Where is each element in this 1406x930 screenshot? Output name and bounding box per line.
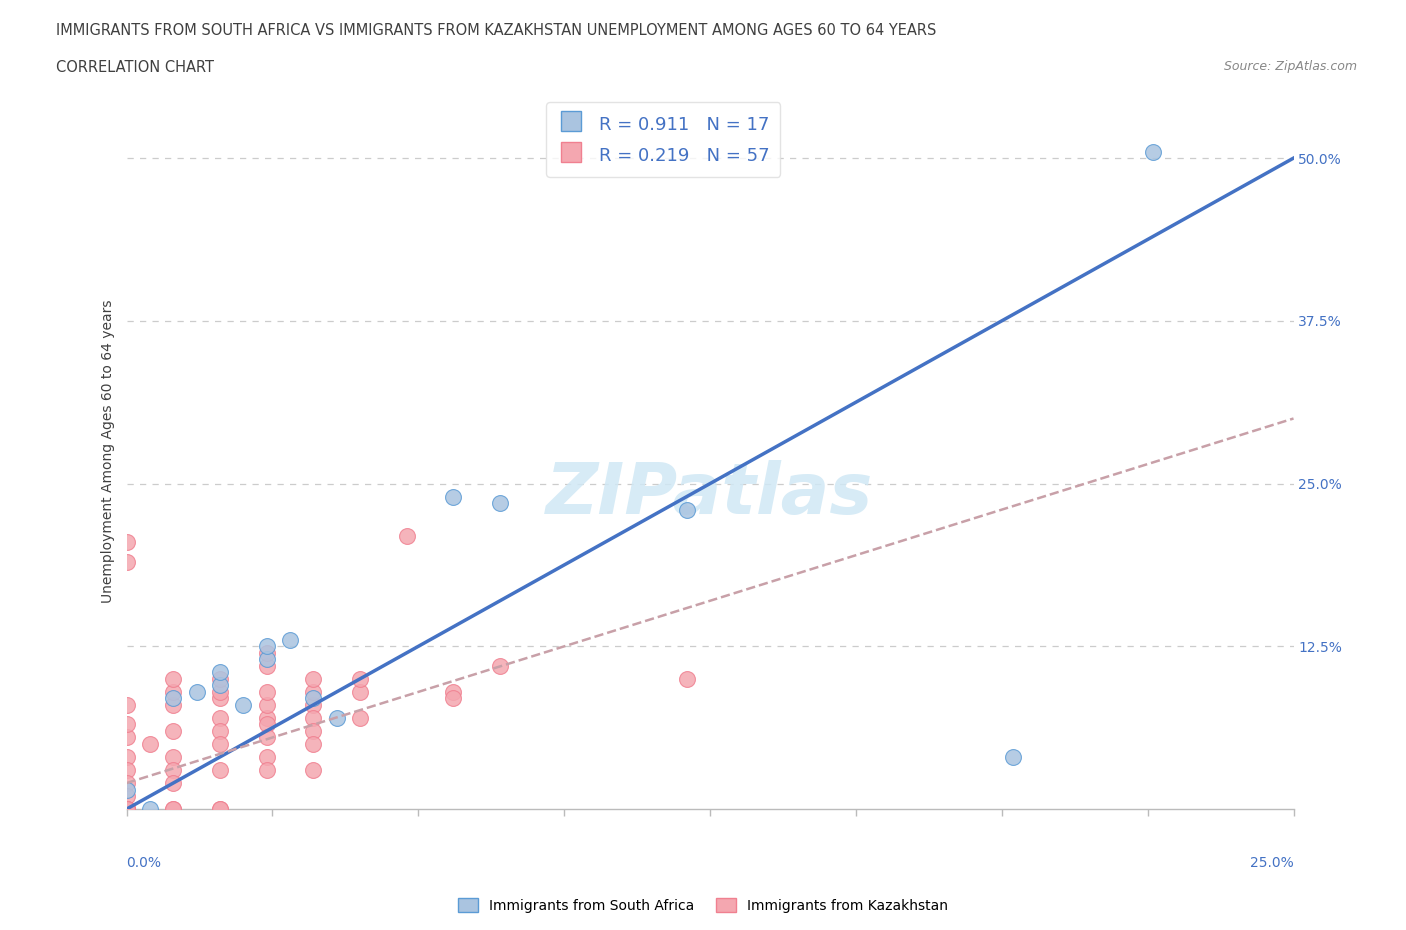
Point bbox=[162, 671, 184, 686]
Point bbox=[256, 730, 278, 745]
Point bbox=[115, 750, 138, 764]
Point bbox=[139, 802, 162, 817]
Point bbox=[256, 763, 278, 777]
Text: CORRELATION CHART: CORRELATION CHART bbox=[56, 60, 214, 75]
Text: 0.0%: 0.0% bbox=[127, 856, 162, 870]
Point bbox=[1002, 750, 1025, 764]
Point bbox=[302, 698, 325, 712]
Point bbox=[302, 691, 325, 706]
Point bbox=[489, 658, 512, 673]
Point bbox=[115, 782, 138, 797]
Point bbox=[162, 802, 184, 817]
Point bbox=[349, 671, 371, 686]
Point bbox=[162, 724, 184, 738]
Point bbox=[675, 671, 697, 686]
Text: 25.0%: 25.0% bbox=[1250, 856, 1294, 870]
Point bbox=[115, 763, 138, 777]
Point bbox=[1142, 144, 1164, 159]
Point bbox=[256, 652, 278, 667]
Point bbox=[302, 684, 325, 699]
Point bbox=[186, 684, 208, 699]
Point bbox=[115, 802, 138, 817]
Point bbox=[256, 711, 278, 725]
Point bbox=[115, 802, 138, 817]
Point bbox=[162, 802, 184, 817]
Point bbox=[302, 711, 325, 725]
Point bbox=[256, 645, 278, 660]
Text: IMMIGRANTS FROM SOUTH AFRICA VS IMMIGRANTS FROM KAZAKHSTAN UNEMPLOYMENT AMONG AG: IMMIGRANTS FROM SOUTH AFRICA VS IMMIGRAN… bbox=[56, 23, 936, 38]
Point bbox=[208, 763, 231, 777]
Point bbox=[256, 698, 278, 712]
Point bbox=[115, 717, 138, 732]
Point bbox=[232, 698, 254, 712]
Point bbox=[208, 684, 231, 699]
Point bbox=[441, 684, 464, 699]
Point bbox=[675, 502, 697, 517]
Point bbox=[256, 658, 278, 673]
Point bbox=[208, 802, 231, 817]
Point bbox=[302, 671, 325, 686]
Y-axis label: Unemployment Among Ages 60 to 64 years: Unemployment Among Ages 60 to 64 years bbox=[101, 299, 115, 603]
Point bbox=[256, 717, 278, 732]
Point bbox=[441, 691, 464, 706]
Point bbox=[441, 489, 464, 504]
Point bbox=[349, 684, 371, 699]
Point bbox=[162, 684, 184, 699]
Point bbox=[302, 763, 325, 777]
Point bbox=[256, 750, 278, 764]
Point bbox=[208, 678, 231, 693]
Point bbox=[115, 730, 138, 745]
Point bbox=[256, 639, 278, 654]
Point bbox=[162, 763, 184, 777]
Point bbox=[208, 691, 231, 706]
Point bbox=[208, 671, 231, 686]
Point bbox=[162, 691, 184, 706]
Point bbox=[115, 554, 138, 569]
Legend: R = 0.911   N = 17, R = 0.219   N = 57: R = 0.911 N = 17, R = 0.219 N = 57 bbox=[547, 102, 780, 177]
Point bbox=[162, 750, 184, 764]
Point bbox=[349, 711, 371, 725]
Text: Source: ZipAtlas.com: Source: ZipAtlas.com bbox=[1223, 60, 1357, 73]
Point bbox=[115, 802, 138, 817]
Point bbox=[325, 711, 347, 725]
Point bbox=[115, 789, 138, 804]
Text: ZIPatlas: ZIPatlas bbox=[547, 459, 873, 528]
Point bbox=[208, 737, 231, 751]
Point bbox=[115, 802, 138, 817]
Point bbox=[395, 528, 418, 543]
Point bbox=[278, 632, 301, 647]
Point bbox=[302, 737, 325, 751]
Point bbox=[208, 711, 231, 725]
Point bbox=[489, 496, 512, 511]
Point bbox=[302, 724, 325, 738]
Point bbox=[162, 698, 184, 712]
Point bbox=[208, 665, 231, 680]
Point bbox=[115, 535, 138, 550]
Point bbox=[208, 802, 231, 817]
Point bbox=[115, 802, 138, 817]
Point bbox=[162, 776, 184, 790]
Legend: Immigrants from South Africa, Immigrants from Kazakhstan: Immigrants from South Africa, Immigrants… bbox=[451, 893, 955, 919]
Point bbox=[256, 684, 278, 699]
Point bbox=[115, 698, 138, 712]
Point bbox=[115, 776, 138, 790]
Point bbox=[139, 737, 162, 751]
Point bbox=[208, 724, 231, 738]
